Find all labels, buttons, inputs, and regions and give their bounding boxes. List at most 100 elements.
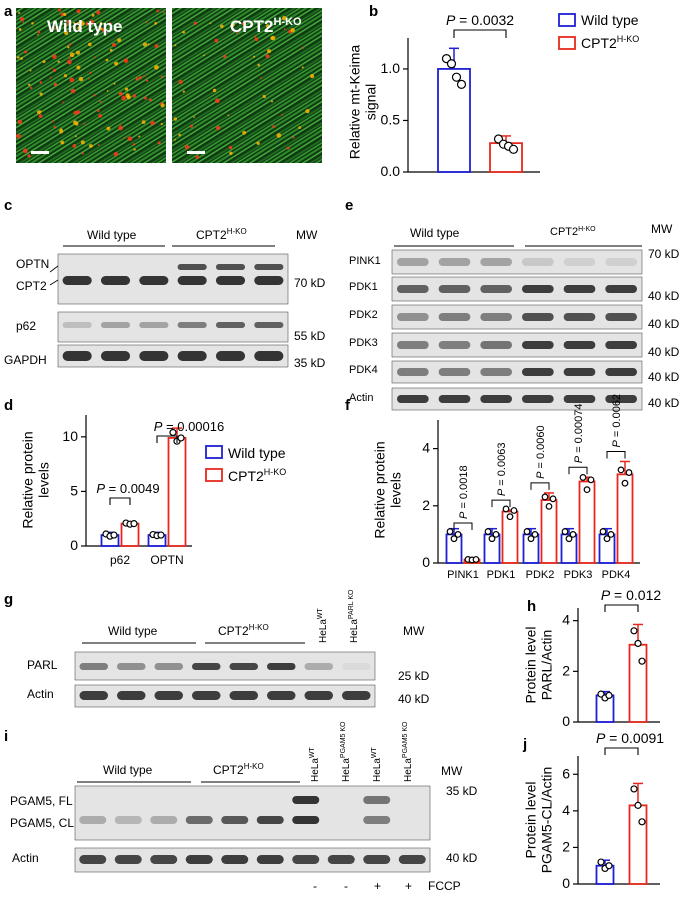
band	[605, 368, 637, 376]
band	[292, 796, 320, 804]
mitophagy-dot	[159, 102, 163, 105]
blot-c-row-p62: p62	[16, 319, 36, 333]
mitophagy-dot	[262, 94, 266, 99]
blot-strip	[391, 249, 643, 275]
mitophagy-dot	[98, 113, 103, 118]
mitophagy-dot	[114, 61, 119, 66]
fccp-4: +	[405, 879, 412, 893]
band	[62, 322, 92, 328]
mitophagy-dot	[37, 33, 39, 36]
band	[438, 368, 471, 376]
mitophagy-dot	[230, 24, 233, 28]
mitophagy-dot	[227, 114, 230, 117]
mitophagy-dot	[229, 151, 233, 156]
band	[522, 313, 554, 321]
mitophagy-dot	[127, 136, 133, 142]
data-point	[157, 531, 165, 539]
mitophagy-dot	[52, 54, 57, 60]
mitophagy-dot	[189, 124, 193, 128]
band	[62, 276, 92, 285]
mitophagy-dot	[253, 55, 256, 58]
mitophagy-dot	[73, 110, 78, 115]
band	[522, 258, 554, 266]
blot-g-group-wt: Wild type	[108, 624, 158, 638]
band	[327, 855, 355, 864]
band	[215, 322, 246, 328]
chart-f: 0 2 4 Relative proteinlevels PINK1 P = 0.0018…	[371, 394, 640, 581]
mitophagy-dot	[27, 154, 31, 158]
x-tick-label: PDK4	[602, 569, 631, 581]
mitophagy-dot	[138, 76, 142, 80]
y-axis-label: Protein levelPARL/Actin	[522, 626, 554, 703]
scale-bar	[31, 151, 49, 154]
blot-e-row-actin: Actin	[349, 392, 373, 404]
mitophagy-dot	[39, 92, 43, 96]
blot-i-hela-1: HeLaWT	[309, 746, 321, 782]
band	[605, 395, 637, 403]
band	[563, 368, 596, 376]
mitophagy-dot	[96, 10, 101, 15]
mitophagy-dot	[68, 43, 72, 46]
mitophagy-dot	[154, 44, 159, 48]
data-point	[634, 801, 642, 809]
data-point	[587, 476, 595, 484]
mitophagy-dot	[270, 35, 276, 41]
mitophagy-dot	[105, 58, 109, 62]
data-point	[630, 785, 638, 793]
mitophagy-dot	[154, 65, 159, 70]
mitophagy-dot	[160, 122, 163, 126]
p-value: P = 0.0032	[446, 12, 514, 28]
band	[114, 816, 142, 824]
mitophagy-dot	[254, 37, 259, 42]
panel-b-label: b	[369, 3, 378, 20]
mitophagy-dot	[113, 151, 119, 157]
band	[438, 313, 471, 321]
mitophagy-dot	[143, 96, 147, 100]
band	[62, 351, 92, 361]
band	[150, 855, 178, 864]
panel-i-label: i	[4, 728, 8, 745]
blot-g-marker-40: 40 kD	[398, 692, 430, 706]
mitophagy-dot	[76, 9, 81, 14]
band	[397, 341, 429, 349]
mitophagy-dot	[69, 77, 75, 83]
data-point	[451, 72, 462, 82]
blot-i-marker-35: 35 kD	[446, 784, 478, 798]
mitophagy-dot	[106, 126, 111, 131]
mitophagy-dot	[99, 27, 103, 31]
panel-a-micrograph-wt: Wild type	[16, 8, 166, 163]
blot-i-marker-40: 40 kD	[446, 851, 478, 865]
mitophagy-dot	[64, 31, 69, 36]
band	[563, 341, 596, 349]
mitophagy-dot	[75, 50, 81, 55]
significance-bracket	[604, 604, 639, 612]
data-point	[488, 535, 496, 543]
mitophagy-dot	[88, 144, 93, 148]
mitophagy-dot	[254, 35, 257, 38]
mitophagy-dot	[83, 122, 86, 125]
blot-c-group-ko: CPT2H-KO	[196, 227, 247, 242]
significance-bracket	[453, 522, 473, 530]
panel-g-label: g	[4, 591, 13, 608]
data-point	[630, 627, 638, 635]
mitophagy-dot	[109, 48, 113, 52]
band	[304, 691, 333, 700]
mitophagy-dot	[85, 22, 89, 26]
band	[563, 258, 596, 266]
band	[480, 395, 512, 403]
mitophagy-dot	[223, 54, 227, 59]
scale-bar	[187, 151, 205, 154]
data-point	[456, 79, 467, 89]
legend-label-ko: CPT2H-KO	[581, 34, 639, 51]
band	[438, 285, 471, 293]
band	[397, 395, 429, 403]
bar	[167, 437, 187, 547]
mitophagy-dot	[52, 68, 57, 72]
data-point	[579, 474, 587, 481]
blot-e	[391, 249, 643, 411]
data-point	[527, 535, 535, 543]
data-point	[446, 528, 454, 535]
data-point	[454, 531, 462, 538]
blot-g-row-actin: Actin	[27, 687, 54, 701]
data-point	[561, 528, 569, 535]
